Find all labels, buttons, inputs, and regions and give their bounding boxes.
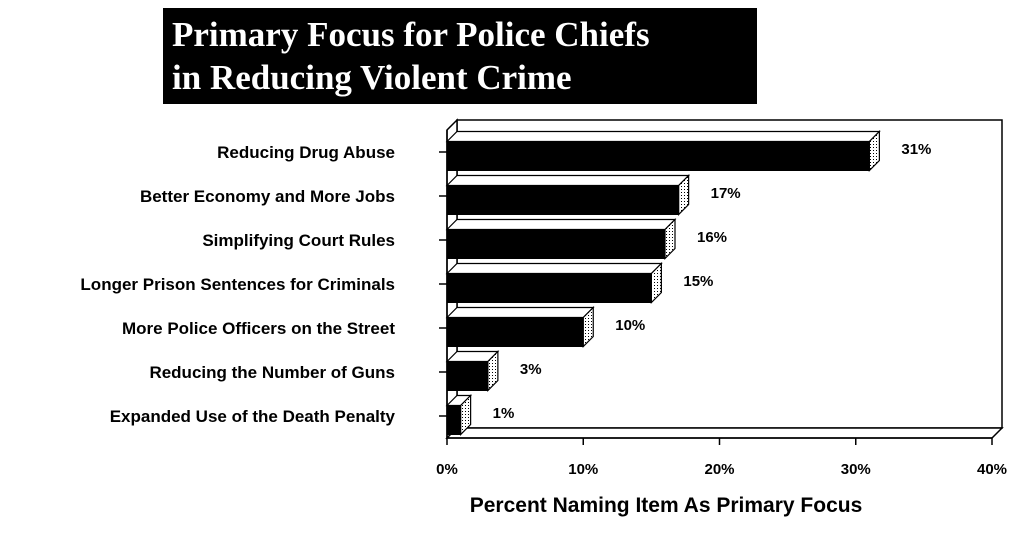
category-label: Simplifying Court Rules [202, 231, 395, 250]
x-tick-label: 0% [436, 461, 458, 478]
bar-top-face [445, 262, 663, 275]
chart-title-line-1: Primary Focus for Police Chiefs [172, 15, 650, 54]
bar [446, 273, 652, 303]
value-label: 16% [697, 229, 727, 246]
value-label: 1% [493, 405, 515, 422]
plot-floor [445, 427, 1004, 439]
bar [446, 317, 584, 347]
bar [446, 361, 489, 391]
category-label: More Police Officers on the Street [122, 319, 395, 338]
plot-frame: 0% 10% 20% 30% 40% [436, 118, 1007, 478]
bar [446, 229, 666, 259]
x-axis-title: Percent Naming Item As Primary Focus [470, 494, 863, 517]
bar-top-face [445, 174, 691, 187]
bar [446, 185, 680, 215]
bar-top-face [445, 306, 595, 319]
category-label: Reducing the Number of Guns [149, 363, 395, 382]
category-label: Expanded Use of the Death Penalty [110, 407, 396, 426]
chart-marks: Reducing Drug Abuse 31% Better Economy and… [80, 130, 931, 436]
title-background [163, 8, 757, 104]
bar [446, 405, 462, 435]
value-label: 15% [683, 273, 713, 290]
x-tick-label: 40% [977, 461, 1007, 478]
category-label: Better Economy and More Jobs [140, 187, 395, 206]
value-label: 10% [615, 317, 645, 334]
bar [446, 141, 870, 171]
chart-title-line-2: in Reducing Violent Crime [172, 58, 572, 97]
value-label: 3% [520, 361, 542, 378]
x-tick-label: 10% [568, 461, 598, 478]
category-label: Reducing Drug Abuse [217, 143, 395, 162]
value-label: 17% [711, 185, 741, 202]
category-label: Longer Prison Sentences for Criminals [80, 275, 395, 294]
bar-top-face [445, 218, 677, 231]
x-tick-label: 20% [704, 461, 734, 478]
x-tick-label: 30% [841, 461, 871, 478]
value-label: 31% [901, 141, 931, 158]
bar-top-face [445, 130, 881, 143]
